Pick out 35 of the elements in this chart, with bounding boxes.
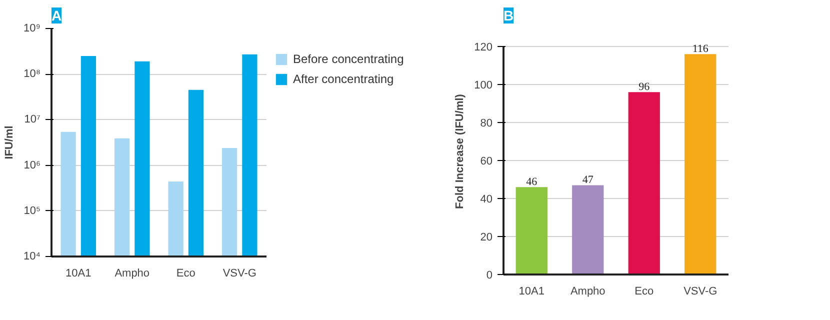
- y-tick-label: 10⁴: [24, 250, 41, 262]
- y-tick-label: 100: [474, 80, 493, 92]
- y-tick-label: 10⁹: [24, 22, 41, 34]
- x-tick-label: 10A1: [66, 268, 92, 280]
- y-axis-title: Fold Increase (IFU/ml): [454, 94, 466, 209]
- x-tick-label: VSV-G: [684, 286, 718, 298]
- y-tick-label: 10⁸: [24, 68, 41, 80]
- y-tick-label: 10⁵: [24, 204, 40, 217]
- x-tick-label: Eco: [634, 286, 654, 298]
- data-label: 46: [526, 176, 538, 188]
- bar: [684, 54, 716, 274]
- data-label: 116: [692, 43, 709, 56]
- data-label: 47: [582, 174, 594, 186]
- x-tick-label: Ampho: [114, 268, 150, 280]
- bar: [572, 185, 604, 274]
- chart-title: B: [504, 8, 514, 24]
- y-tick-label: 40: [480, 194, 493, 206]
- bar: [628, 92, 660, 274]
- x-tick-label: VSV-G: [222, 268, 256, 280]
- chart-title: A: [52, 8, 62, 24]
- y-tick-label: 0: [486, 270, 493, 282]
- y-tick-label: 10⁶: [24, 159, 40, 172]
- y-axis-title: IFU/ml: [4, 126, 16, 160]
- x-tick-label: Eco: [176, 268, 196, 280]
- x-tick-label: Ampho: [570, 286, 606, 298]
- y-tick-label: 120: [474, 42, 493, 54]
- y-tick-label: 10⁷: [24, 114, 41, 126]
- data-label: 96: [638, 81, 650, 94]
- legend-label: After concentrating: [293, 72, 394, 86]
- x-tick-label: 10A1: [518, 286, 544, 298]
- legend-label: Before concentrating: [293, 52, 404, 66]
- y-tick-label: 60: [480, 156, 493, 168]
- y-tick-label: 80: [480, 118, 493, 130]
- y-tick-label: 20: [480, 232, 493, 244]
- bar: [516, 187, 548, 274]
